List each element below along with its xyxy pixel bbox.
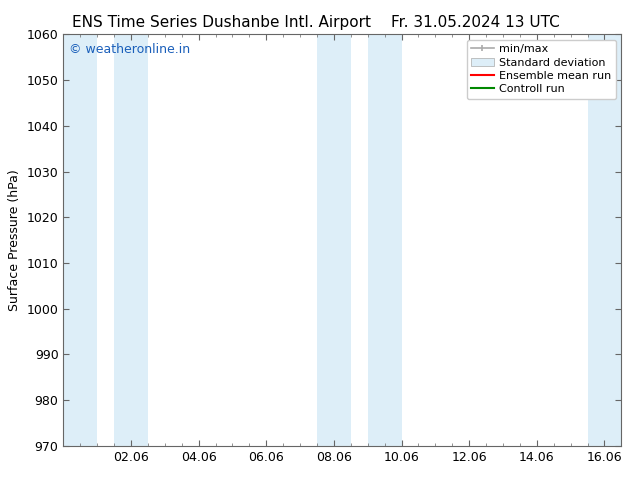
Legend: min/max, Standard deviation, Ensemble mean run, Controll run: min/max, Standard deviation, Ensemble me… bbox=[467, 40, 616, 99]
Text: © weatheronline.in: © weatheronline.in bbox=[69, 43, 190, 55]
Bar bbox=[63, 34, 97, 446]
Bar bbox=[588, 34, 621, 446]
Bar bbox=[368, 34, 401, 446]
Bar bbox=[317, 34, 351, 446]
Y-axis label: Surface Pressure (hPa): Surface Pressure (hPa) bbox=[8, 169, 21, 311]
Text: Fr. 31.05.2024 13 UTC: Fr. 31.05.2024 13 UTC bbox=[391, 15, 560, 30]
Bar bbox=[114, 34, 148, 446]
Text: ENS Time Series Dushanbe Intl. Airport: ENS Time Series Dushanbe Intl. Airport bbox=[72, 15, 372, 30]
